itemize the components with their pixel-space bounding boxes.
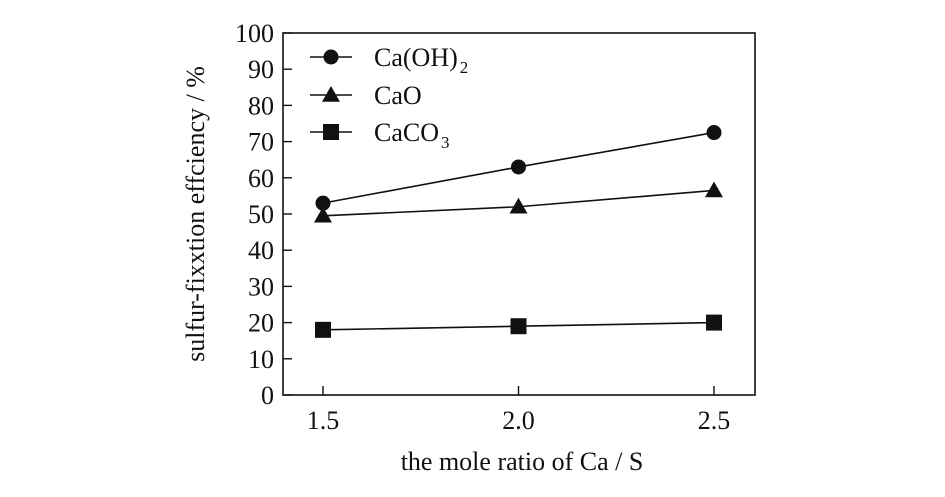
y-axis-title: sulfur-fixxtion effciency / % (181, 66, 210, 362)
y-tick-label: 90 (248, 55, 274, 84)
x-tick-label: 2.5 (698, 406, 731, 435)
legend-marker (322, 86, 340, 102)
data-point (509, 197, 528, 214)
y-tick-label: 10 (248, 345, 274, 374)
y-axis-ticks: 0 10 20 30 40 50 60 70 80 90 100 (235, 19, 292, 410)
x-axis-ticks: 1.5 2.0 2.5 (307, 386, 731, 435)
series-cao (314, 181, 723, 223)
data-point (511, 159, 526, 175)
y-tick-label: 40 (248, 236, 274, 265)
y-tick-label: 30 (248, 272, 274, 301)
y-tick-label: 60 (248, 164, 274, 193)
legend-label: Ca(OH) 2 (374, 43, 468, 77)
y-tick-label: 20 (248, 309, 274, 338)
y-tick-label: 70 (248, 128, 274, 157)
series-group (314, 125, 723, 338)
legend-item: Ca(OH) 2 (310, 43, 468, 77)
x-axis-title: the mole ratio of Ca / S (401, 447, 644, 476)
data-point (706, 314, 722, 331)
legend-label: CaO (374, 81, 422, 110)
data-point (510, 318, 527, 335)
legend-label: CaCO 3 (374, 118, 450, 152)
data-point (315, 321, 331, 338)
legend-item: CaCO 3 (310, 118, 450, 152)
legend: Ca(OH) 2 CaO CaCO 3 (310, 43, 468, 152)
y-tick-label: 100 (235, 19, 274, 48)
y-tick-label: 0 (261, 381, 274, 410)
x-tick-label: 1.5 (307, 406, 340, 435)
x-tick-label: 2.0 (502, 406, 535, 435)
data-point (706, 125, 722, 141)
y-tick-label: 50 (248, 200, 274, 229)
y-tick-label: 80 (248, 91, 274, 120)
data-point (705, 181, 723, 198)
series-caco3 (315, 314, 722, 338)
data-point (315, 195, 331, 211)
legend-marker (323, 124, 339, 140)
legend-marker (323, 49, 339, 65)
series-ca-oh-2 (315, 125, 722, 211)
legend-item: CaO (310, 81, 422, 110)
data-point (314, 206, 332, 223)
